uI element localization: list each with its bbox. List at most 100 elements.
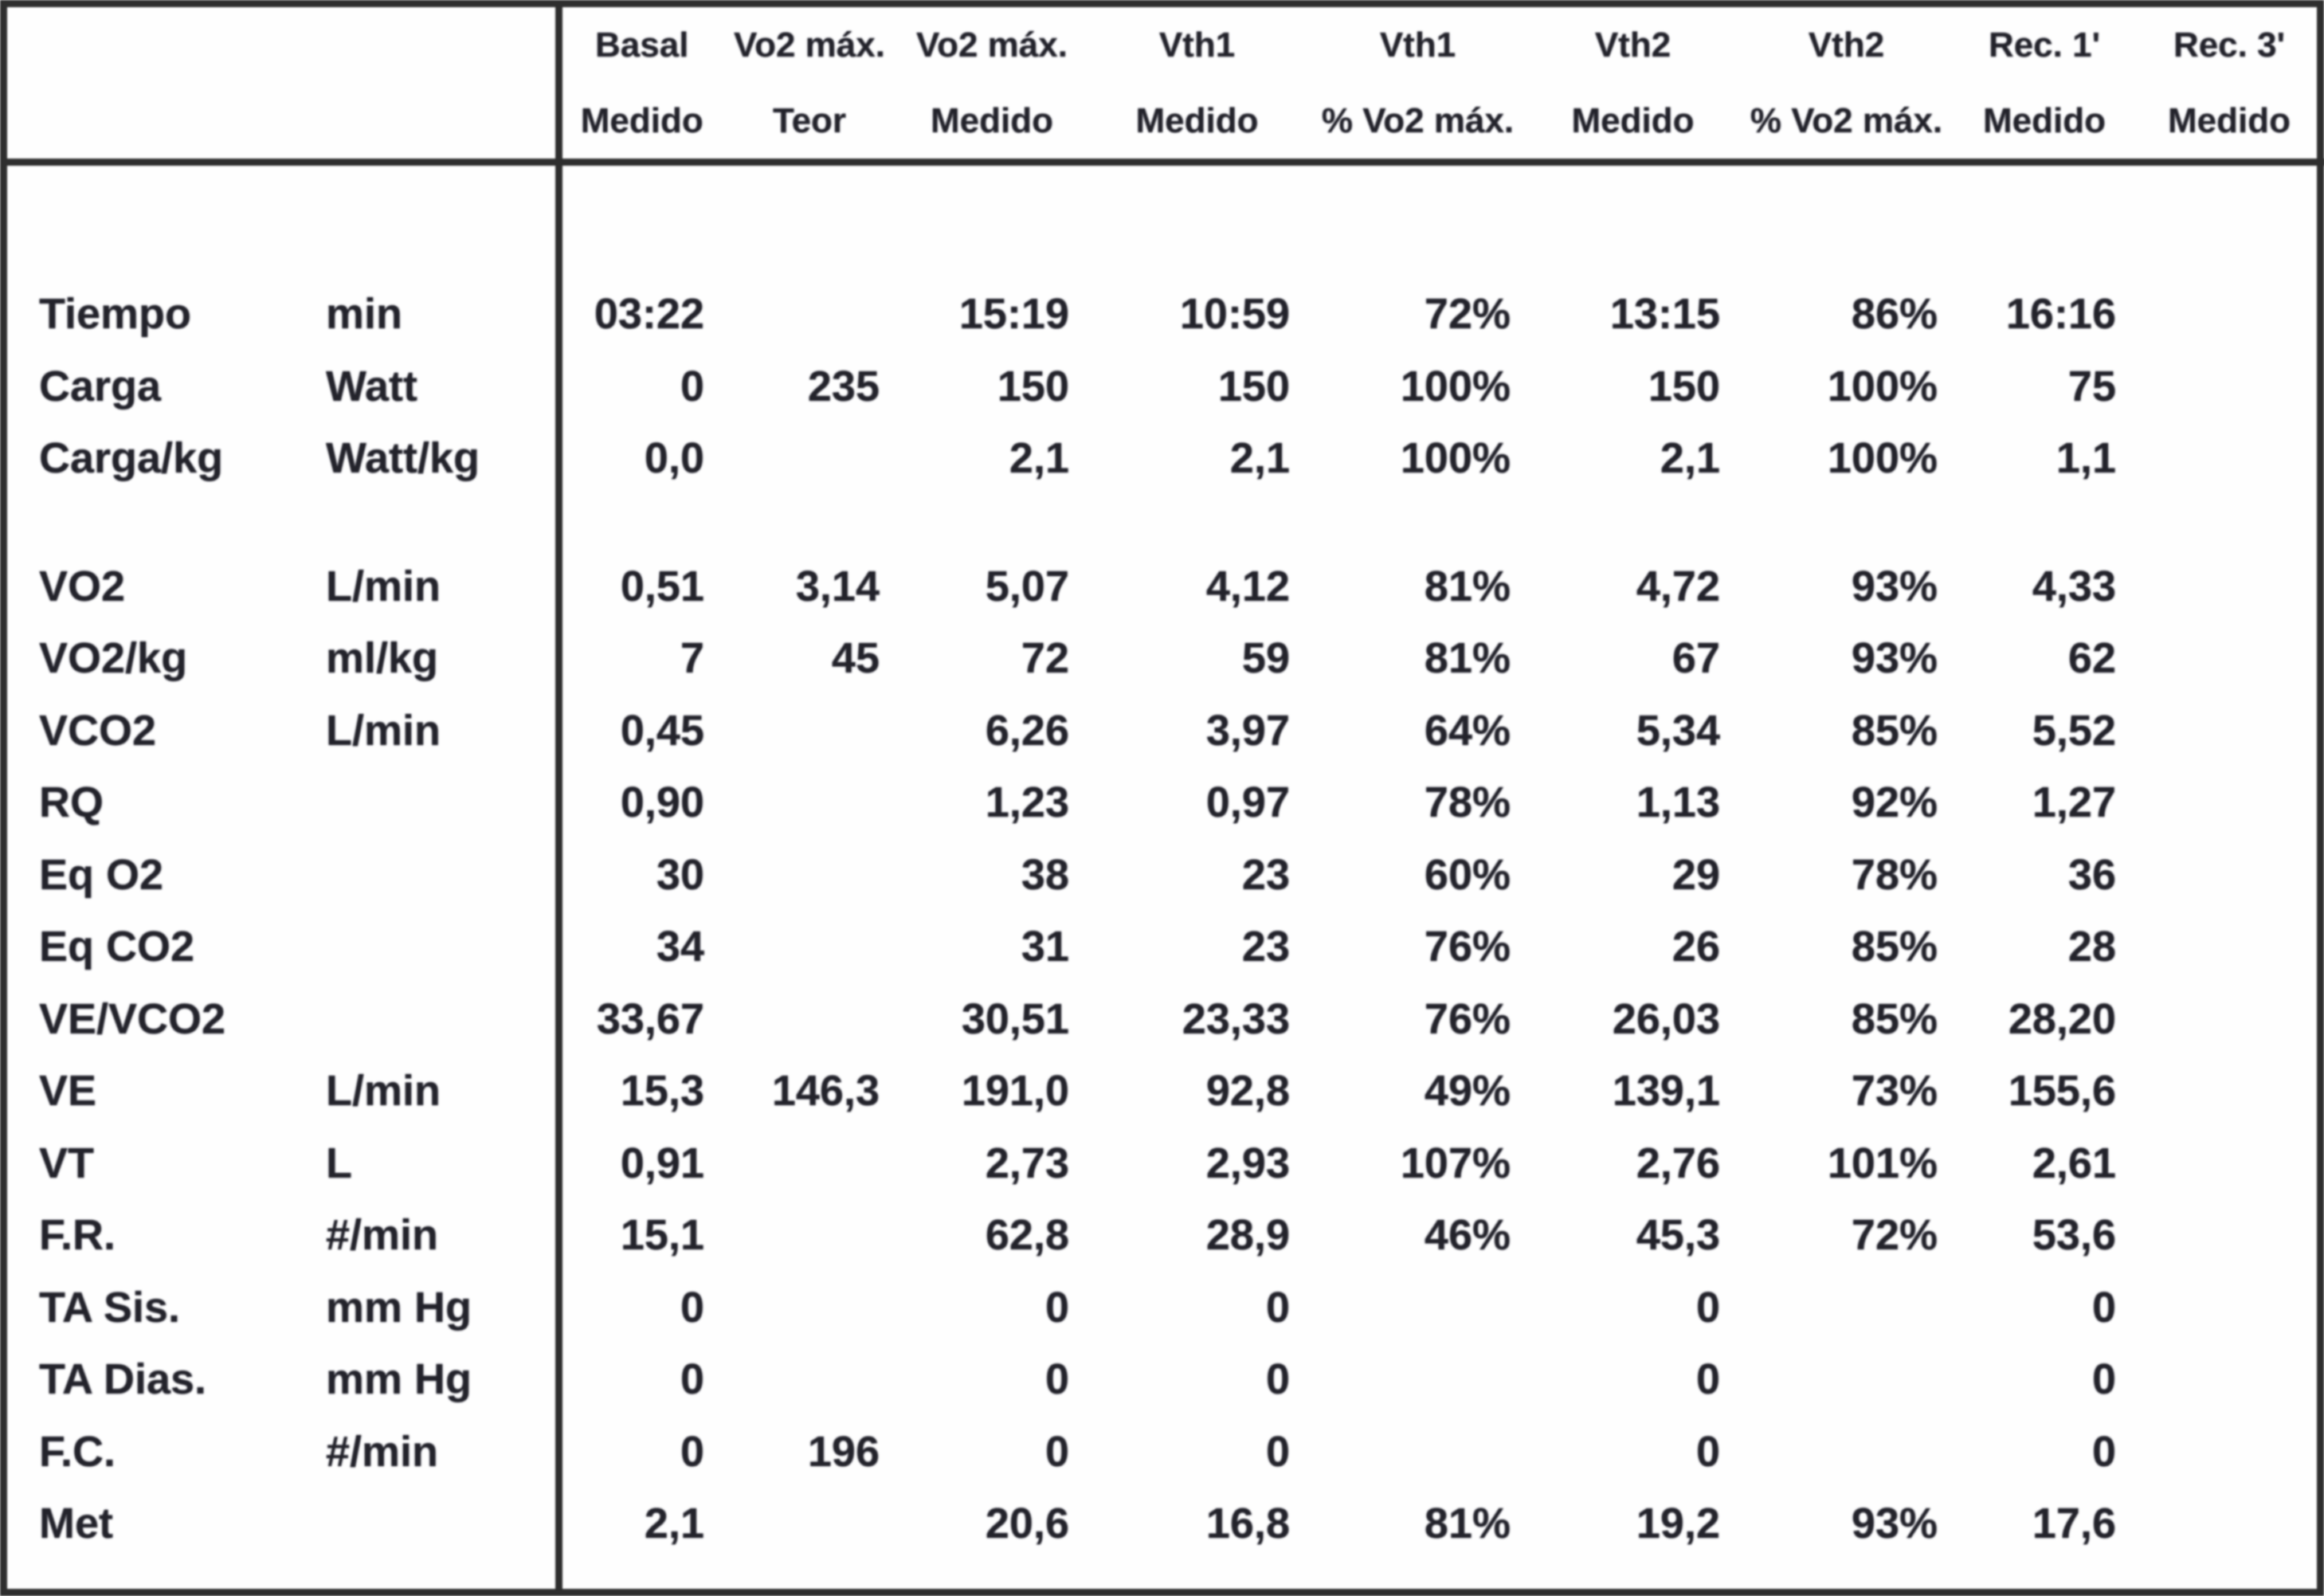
cell-value [2134, 350, 2324, 422]
spacer-row [7, 494, 2324, 551]
column-header-measure: Medido [1955, 83, 2134, 166]
cell-value: 0 [1265, 1427, 1290, 1476]
row-unit: L/min [264, 550, 562, 623]
cell-value: 100% [1400, 434, 1511, 483]
cell-value [2134, 278, 2324, 351]
column-header-measure: Medido [1087, 83, 1307, 166]
cell-value: 0 [680, 1283, 704, 1331]
spacer-cell [558, 163, 2324, 278]
cell-value: 0 [1044, 1283, 1069, 1331]
cell-value [722, 1127, 897, 1200]
column-header-group: Basal [595, 25, 689, 65]
table-row: F.C. #/min 0 196 0 0 0 0 [7, 1415, 2324, 1488]
table-row: Tiempo min 03:22 15:19 10:59 72% 13:15 86% 16:16 [7, 277, 2324, 351]
cell-value: 191,0 [961, 1067, 1069, 1116]
cell-value: 20,6 [985, 1500, 1069, 1548]
cell-value: 76% [1424, 994, 1511, 1043]
row-label: VT [39, 1139, 95, 1187]
row-unit: min [264, 277, 562, 351]
cell-value: 33,67 [596, 994, 704, 1043]
cell-value: 0,90 [620, 778, 704, 827]
cell-value: 78% [1424, 778, 1511, 827]
cell-value: 60% [1424, 850, 1511, 899]
row-label: Eq O2 [39, 850, 164, 899]
cell-value: 73% [1851, 1067, 1938, 1116]
table-row: Carga/kg Watt/kg 0,0 2,1 2,1 100% 2,1 100% 1,1 [7, 422, 2324, 495]
cell-value: 64% [1424, 706, 1511, 755]
cell-value: 146,3 [771, 1067, 880, 1116]
cell-value [722, 1199, 897, 1272]
cell-value: 4,12 [1205, 562, 1290, 610]
row-label: VO2/kg [39, 634, 188, 683]
cell-value: 139,1 [1612, 1067, 1720, 1116]
cell-value [2134, 1127, 2324, 1200]
cell-value: 81% [1424, 634, 1511, 683]
cell-value: 2,1 [1660, 434, 1720, 483]
column-header-group: Vth2 [1808, 25, 1885, 65]
cell-value: 28,20 [2008, 994, 2116, 1043]
cell-value: 85% [1851, 994, 1938, 1043]
cell-value: 17,6 [2032, 1500, 2116, 1548]
row-unit: #/min [264, 1415, 562, 1488]
cell-value: 2,1 [644, 1500, 704, 1548]
cell-value: 15,3 [620, 1067, 704, 1116]
cell-value: 81% [1424, 562, 1511, 610]
table-row: TA Dias. mm Hg 0 0 0 0 0 [7, 1343, 2324, 1416]
cell-value: 19,2 [1636, 1500, 1720, 1548]
cell-value: 1,23 [985, 778, 1069, 827]
cell-value: 100% [1400, 362, 1511, 410]
cell-value: 107% [1400, 1139, 1511, 1187]
cell-value: 62 [2067, 634, 2116, 683]
cell-value [2134, 911, 2324, 983]
row-unit [264, 982, 562, 1056]
row-label: Carga [39, 362, 162, 410]
cell-value [2134, 1488, 2324, 1560]
row-unit: mm Hg [264, 1343, 562, 1416]
table-row: VE L/min 15,3 146,3 191,0 92,8 49% 139,1 73% 155,… [7, 1055, 2324, 1127]
column-header-measure: % Vo2 máx. [1738, 83, 1955, 166]
cell-value: 0,45 [620, 706, 704, 755]
cell-value: 85% [1851, 706, 1938, 755]
row-label: TA Dias. [39, 1355, 207, 1404]
cell-value: 0 [1695, 1427, 1720, 1476]
cell-value: 38 [1021, 850, 1069, 899]
cell-value: 26 [1671, 923, 1720, 971]
cell-value: 0,97 [1205, 778, 1290, 827]
row-label: VO2 [39, 562, 126, 610]
cell-value [2134, 1272, 2324, 1344]
cell-value: 150 [1648, 362, 1720, 410]
column-header-measure: Medido [2134, 83, 2324, 166]
row-label: F.R. [39, 1211, 116, 1260]
cell-value: 92% [1851, 778, 1938, 827]
cell-value [1738, 1416, 1955, 1488]
table-body: Tiempo min 03:22 15:19 10:59 72% 13:15 86% 16:16… [7, 162, 2324, 1589]
cell-value: 0,91 [620, 1139, 704, 1187]
cell-value: 34 [656, 923, 704, 971]
column-header-measure: % Vo2 máx. [1307, 83, 1528, 166]
cell-value [2134, 1055, 2324, 1127]
row-unit: L/min [264, 694, 562, 767]
cell-value: 23,33 [1182, 994, 1290, 1043]
header-label-spacer [7, 7, 264, 83]
row-unit: #/min [264, 1199, 562, 1272]
row-label: Carga/kg [39, 434, 224, 483]
cell-value: 5,07 [985, 562, 1069, 610]
table-row: VE/VCO2 33,67 30,51 23,33 76% 26,03 85% 28,20 [7, 982, 2324, 1056]
row-label: Eq CO2 [39, 923, 195, 971]
cell-value: 15,1 [620, 1211, 704, 1260]
cell-value: 62,8 [985, 1211, 1069, 1260]
cell-value: 4,33 [2032, 562, 2116, 610]
cell-value: 13:15 [1609, 290, 1720, 339]
cell-value [2134, 422, 2324, 495]
column-header-group: Rec. 3' [2173, 25, 2286, 65]
row-unit: L [264, 1127, 562, 1200]
cell-value: 93% [1851, 562, 1938, 610]
row-unit: L/min [264, 1055, 562, 1127]
row-unit [264, 767, 562, 839]
cell-value [2134, 695, 2324, 767]
table-row: VO2 L/min 0,51 3,14 5,07 4,12 81% 4,72 93% 4,33 [7, 550, 2324, 623]
cell-value: 93% [1851, 1500, 1938, 1548]
cell-value: 0 [1044, 1427, 1069, 1476]
cell-value: 76% [1424, 923, 1511, 971]
cell-value [2134, 839, 2324, 912]
